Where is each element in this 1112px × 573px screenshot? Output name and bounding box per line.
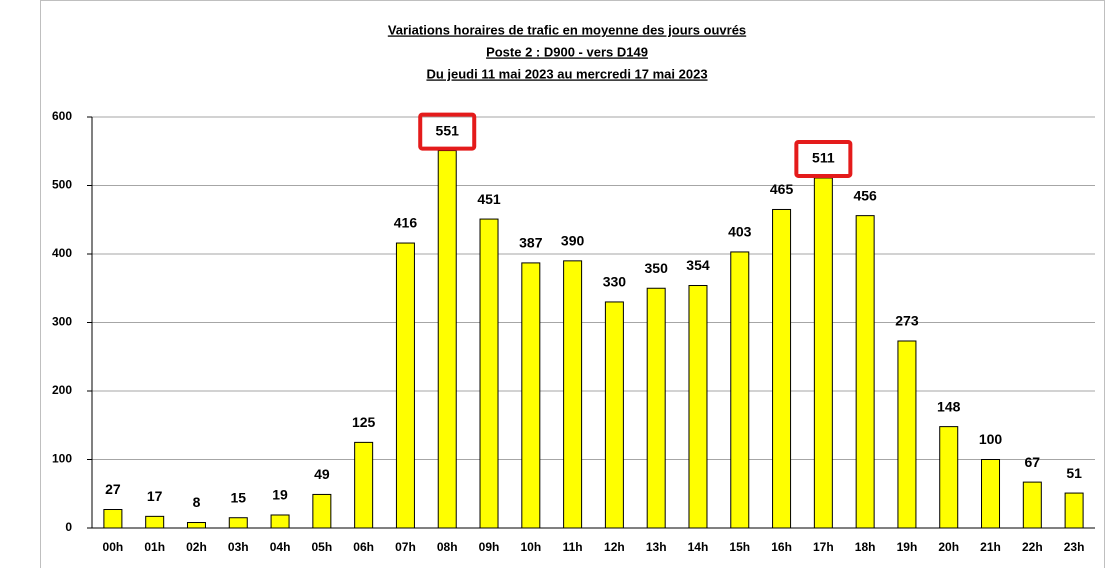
highlight-box [418,112,477,151]
bar [981,459,1001,529]
bar [228,517,248,529]
value-label: 390 [561,233,585,249]
x-tick-label: 14h [688,540,709,554]
x-tick-label: 04h [270,540,291,554]
value-label: 511 [812,150,835,166]
bar [395,242,415,529]
x-tick-label: 06h [353,540,374,554]
chart-frame [40,0,1105,573]
value-label: 387 [519,235,543,251]
bar [312,493,332,529]
x-tick-label: 09h [479,540,500,554]
value-label: 51 [1066,465,1082,481]
x-tick-label: 12h [604,540,625,554]
x-tick-label: 22h [1022,540,1043,554]
x-tick-label: 18h [855,540,876,554]
bar [479,218,499,529]
value-label: 49 [314,466,330,482]
x-tick-label: 21h [980,540,1001,554]
value-label: 100 [979,431,1003,447]
bar [1022,481,1042,529]
x-tick-label: 16h [771,540,792,554]
y-tick-label: 500 [52,178,72,192]
bar [897,340,917,529]
bar [563,260,583,529]
bar [772,208,792,529]
bar [813,177,833,529]
value-label: 350 [645,260,669,276]
highlight-box [794,139,853,178]
x-tick-label: 19h [897,540,918,554]
value-label: 8 [193,494,201,510]
x-tick-label: 15h [729,540,750,554]
x-tick-label: 10h [520,540,541,554]
x-tick-label: 13h [646,540,667,554]
bar [103,509,123,529]
y-tick-label: 200 [52,383,72,397]
x-tick-label: 11h [563,540,583,554]
value-label: 330 [603,274,627,290]
x-tick-label: 03h [228,540,249,554]
x-tick-label: 23h [1064,540,1085,554]
bar [354,441,374,529]
x-tick-label: 05h [312,540,333,554]
x-tick-label: 00h [103,540,124,554]
value-label: 403 [728,224,752,240]
value-label: 27 [105,481,121,497]
value-label: 67 [1025,454,1041,470]
bar [1064,492,1084,529]
bar [688,285,708,529]
x-tick-label: 01h [144,540,165,554]
bar [521,262,541,529]
value-label: 125 [352,414,376,430]
value-label: 15 [230,489,246,505]
value-label: 456 [853,187,877,203]
value-label: 17 [147,488,163,504]
y-tick-label: 600 [52,109,72,123]
chart-title: Poste 2 : D900 - vers D149 [486,44,648,59]
value-label: 551 [436,122,460,138]
x-tick-label: 08h [437,540,458,554]
value-label: 354 [686,257,710,273]
bar [604,301,624,529]
value-label: 19 [272,487,288,503]
value-label: 416 [394,215,418,231]
bar [186,522,206,529]
bar [646,287,666,529]
value-label: 148 [937,398,961,414]
x-tick-label: 02h [186,540,207,554]
y-tick-label: 0 [65,520,72,534]
bar [145,515,165,529]
bar [730,251,750,529]
y-tick-label: 300 [52,315,72,329]
x-tick-label: 07h [395,540,416,554]
value-label: 451 [477,191,501,207]
x-tick-label: 20h [938,540,959,554]
bar [437,150,457,529]
chart-title: Du jeudi 11 mai 2023 au mercredi 17 mai … [426,66,707,81]
bar [939,426,959,529]
bar [270,514,290,529]
value-label: 273 [895,313,919,329]
x-tick-label: 17h [813,540,834,554]
bar [855,215,875,529]
y-tick-label: 400 [52,246,72,260]
y-tick-label: 100 [52,452,72,466]
chart-title: Variations horaires de trafic en moyenne… [388,22,746,37]
value-label: 465 [770,181,794,197]
